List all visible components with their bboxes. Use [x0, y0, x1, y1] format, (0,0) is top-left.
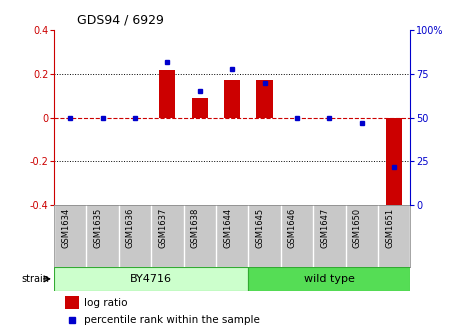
Bar [159, 70, 175, 118]
Text: GDS94 / 6929: GDS94 / 6929 [77, 14, 164, 27]
Text: log ratio: log ratio [84, 298, 128, 308]
Text: GSM1636: GSM1636 [126, 208, 135, 248]
Bar [119, 205, 151, 267]
Bar [249, 205, 281, 267]
Text: GSM1646: GSM1646 [288, 208, 297, 248]
Text: GSM1638: GSM1638 [191, 208, 200, 248]
Text: GSM1634: GSM1634 [61, 208, 70, 248]
Bar [346, 205, 378, 267]
Text: wild type: wild type [304, 274, 355, 284]
Bar [65, 296, 79, 309]
Text: GSM1637: GSM1637 [159, 208, 167, 248]
Text: GSM1647: GSM1647 [320, 208, 329, 248]
Bar [386, 118, 402, 212]
Bar [224, 81, 240, 118]
Bar [151, 205, 183, 267]
Bar [54, 267, 249, 291]
Bar [313, 205, 346, 267]
Text: GSM1635: GSM1635 [93, 208, 103, 248]
Bar [216, 205, 249, 267]
Text: strain: strain [21, 274, 49, 284]
Bar [378, 205, 410, 267]
Bar [86, 205, 119, 267]
Bar [183, 205, 216, 267]
Text: GSM1651: GSM1651 [385, 208, 394, 248]
Bar [249, 267, 410, 291]
Text: percentile rank within the sample: percentile rank within the sample [84, 315, 260, 325]
Bar [54, 205, 86, 267]
Text: GSM1644: GSM1644 [223, 208, 232, 248]
Text: GSM1650: GSM1650 [353, 208, 362, 248]
Bar [192, 98, 208, 118]
Bar [281, 205, 313, 267]
Bar [257, 81, 272, 118]
Text: GSM1645: GSM1645 [256, 208, 265, 248]
Text: BY4716: BY4716 [130, 274, 172, 284]
